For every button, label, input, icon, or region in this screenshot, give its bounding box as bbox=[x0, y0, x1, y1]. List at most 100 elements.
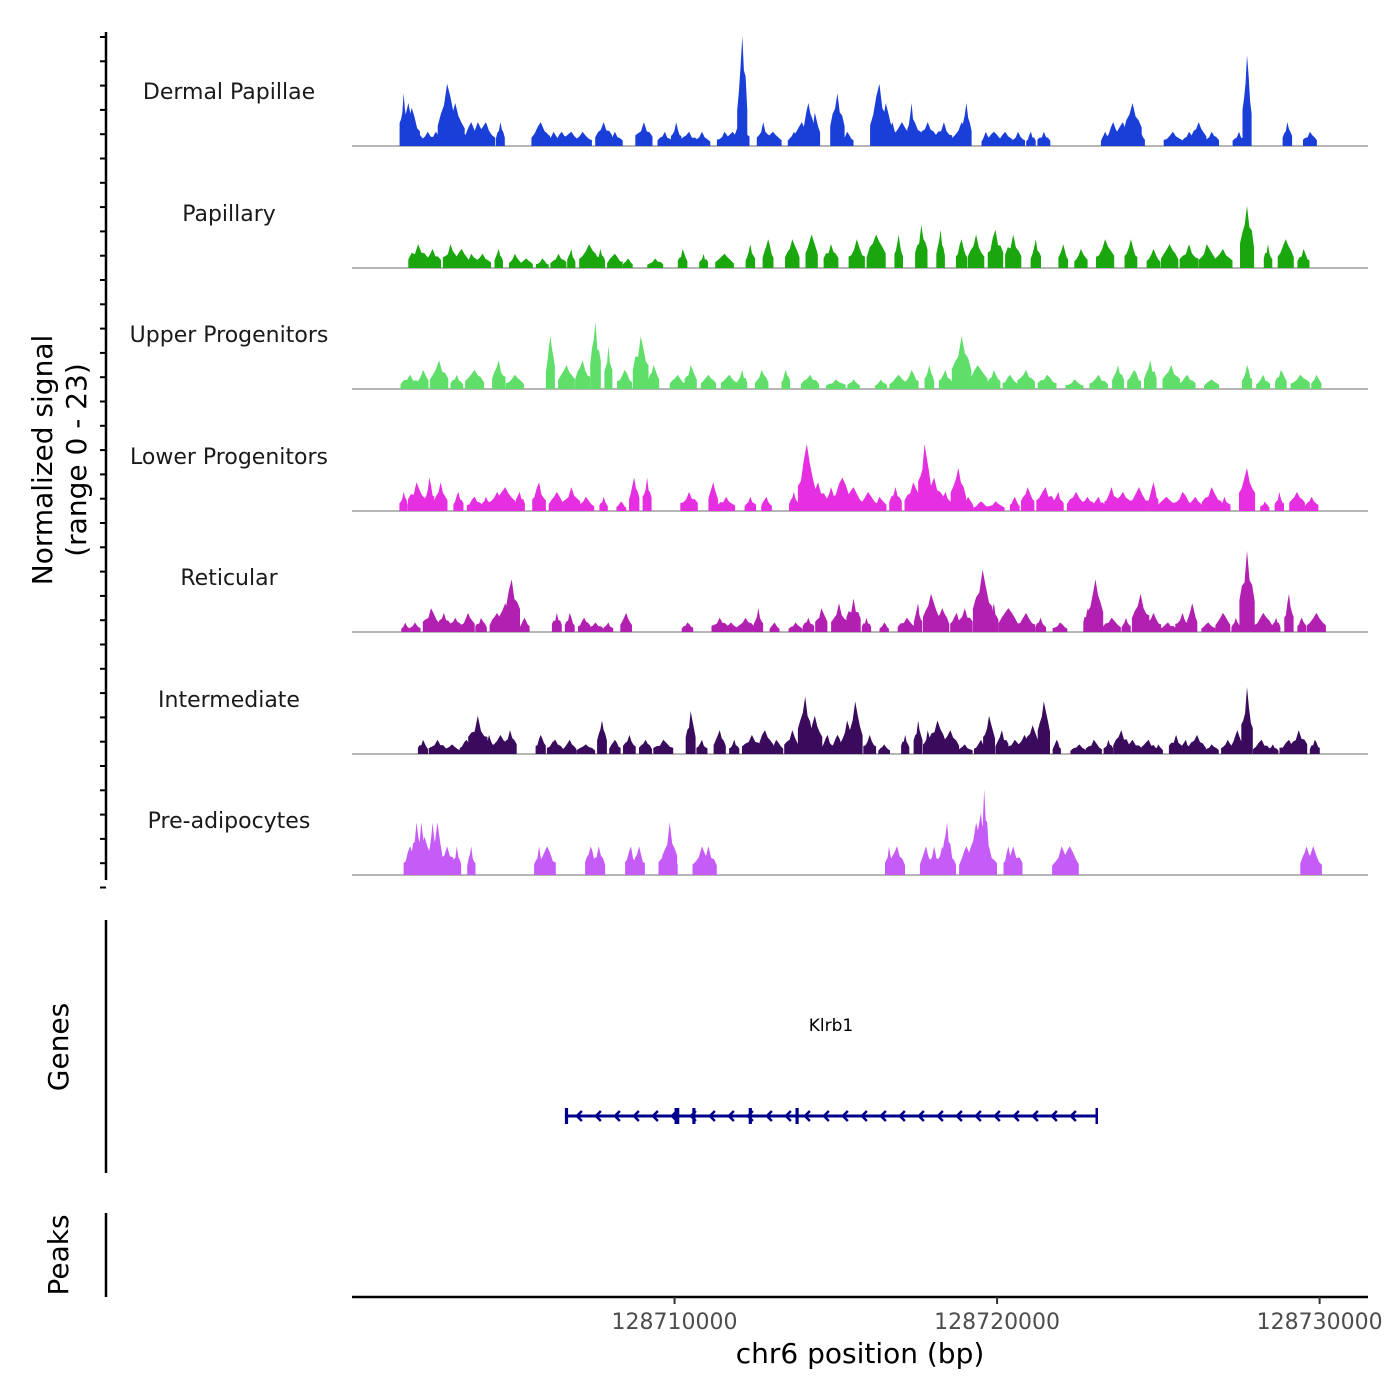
signal-peak bbox=[830, 93, 845, 146]
gene-exon bbox=[1095, 1108, 1098, 1124]
signal-peak bbox=[693, 131, 711, 146]
signal-peak bbox=[815, 608, 828, 632]
signal-peak bbox=[1131, 593, 1150, 632]
signal-peak bbox=[823, 244, 839, 268]
strand-arrow bbox=[974, 1110, 982, 1122]
gene-name-label: Klrb1 bbox=[809, 1016, 853, 1036]
strand-arrow bbox=[708, 1110, 716, 1122]
signal-peak bbox=[680, 131, 698, 146]
signal-peak bbox=[724, 622, 738, 632]
strand-arrow bbox=[917, 1110, 925, 1122]
signal-peak bbox=[925, 477, 944, 511]
signal-peak bbox=[924, 365, 935, 389]
signal-peak bbox=[424, 477, 435, 511]
track-papillary: Papillary bbox=[182, 202, 1368, 269]
signal-peak bbox=[840, 131, 854, 146]
signal-peak bbox=[1306, 612, 1326, 632]
signal-peak bbox=[901, 734, 910, 754]
signal-peak bbox=[629, 477, 640, 511]
signal-peak bbox=[1148, 482, 1159, 511]
track-label: Reticular bbox=[180, 566, 278, 591]
strand-arrow bbox=[613, 1110, 621, 1122]
signal-peak bbox=[957, 744, 973, 754]
signal-peak bbox=[1030, 239, 1041, 268]
signal-peak bbox=[745, 244, 756, 268]
signal-peak bbox=[863, 734, 877, 754]
signal-peak bbox=[789, 491, 799, 511]
signal-peak bbox=[685, 711, 696, 754]
signal-peak bbox=[450, 374, 464, 389]
signal-peak bbox=[635, 122, 653, 146]
signal-peak bbox=[433, 482, 448, 511]
signal-peak bbox=[1284, 593, 1294, 632]
gene-exon bbox=[564, 1108, 569, 1124]
signal-peak bbox=[744, 496, 757, 511]
signal-peak bbox=[1168, 734, 1184, 754]
signal-peak bbox=[889, 374, 908, 389]
signal-peak bbox=[445, 103, 465, 146]
signal-peak bbox=[466, 496, 483, 511]
signal-peak bbox=[1179, 244, 1199, 268]
strand-arrow bbox=[936, 1110, 944, 1122]
signal-peak bbox=[465, 369, 485, 389]
y-axis-title-range: (range 0 - 23) bbox=[60, 363, 93, 557]
signal-peak bbox=[1282, 122, 1293, 146]
signal-peak bbox=[475, 617, 487, 632]
track-label: Pre-adipocytes bbox=[148, 809, 311, 834]
signal-peak bbox=[604, 346, 613, 389]
signal-peak bbox=[872, 496, 887, 511]
signal-peak bbox=[737, 369, 748, 389]
signal-peak bbox=[409, 622, 421, 632]
signal-peak bbox=[894, 234, 903, 268]
signal-peak bbox=[505, 374, 524, 389]
signal-peak bbox=[944, 846, 956, 875]
peaks-axis-title: Peaks bbox=[42, 1214, 75, 1295]
signal-peak bbox=[785, 239, 800, 268]
strand-arrow bbox=[993, 1110, 1001, 1122]
signal-peak bbox=[503, 730, 517, 754]
signal-peak bbox=[762, 239, 774, 268]
signal-peak bbox=[708, 482, 719, 511]
signal-peak bbox=[1037, 131, 1051, 146]
signal-peak bbox=[1304, 846, 1322, 875]
signal-peak bbox=[623, 734, 636, 754]
signal-peak bbox=[576, 744, 596, 754]
signal-peak bbox=[962, 496, 974, 511]
signal-peak bbox=[551, 612, 562, 632]
signal-peak bbox=[1129, 487, 1149, 511]
signal-peak bbox=[509, 253, 521, 268]
signal-peak bbox=[467, 846, 476, 875]
signal-peak bbox=[737, 36, 748, 146]
signal-peak bbox=[408, 244, 428, 268]
signal-peak bbox=[1074, 248, 1088, 268]
signal-peak bbox=[461, 612, 475, 632]
signal-peak bbox=[401, 622, 410, 632]
signal-peak bbox=[1187, 496, 1204, 511]
signal-peak bbox=[1124, 239, 1138, 268]
signal-peak bbox=[681, 622, 694, 632]
signal-peak bbox=[575, 360, 591, 389]
signal-peak bbox=[503, 579, 520, 632]
signal-peak bbox=[1146, 248, 1161, 268]
signal-peak bbox=[711, 617, 728, 632]
signal-peak bbox=[642, 477, 652, 511]
signal-peak bbox=[648, 365, 660, 389]
signal-peak bbox=[617, 369, 633, 389]
signal-peak bbox=[1163, 131, 1183, 146]
signal-peak bbox=[590, 322, 601, 389]
signal-peak bbox=[408, 482, 425, 511]
signal-peak bbox=[938, 369, 953, 389]
signal-peak bbox=[781, 369, 791, 389]
signal-peak bbox=[1026, 131, 1036, 146]
signal-peak bbox=[967, 234, 985, 268]
signal-peak bbox=[492, 360, 506, 389]
signal-peak bbox=[532, 482, 546, 511]
strand-arrow bbox=[651, 1110, 659, 1122]
signal-peak bbox=[428, 739, 447, 754]
signal-peak bbox=[756, 730, 774, 754]
signal-peak bbox=[573, 131, 592, 146]
signal-peak bbox=[1036, 487, 1055, 511]
signal-peak bbox=[607, 131, 623, 146]
signal-peak bbox=[1070, 744, 1089, 754]
signal-peak bbox=[754, 369, 769, 389]
